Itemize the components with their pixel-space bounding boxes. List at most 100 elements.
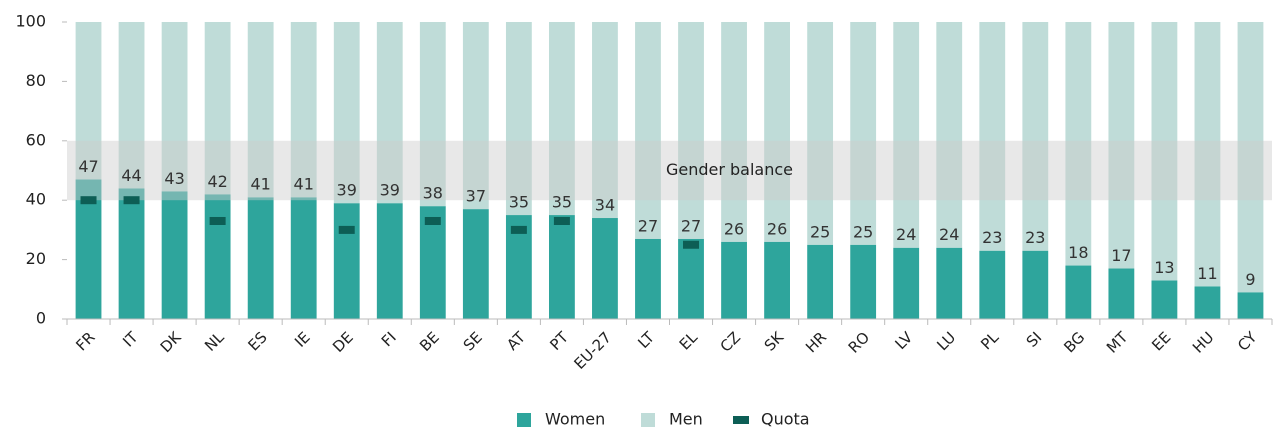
x-tick-label: EU-27 <box>570 328 615 373</box>
value-label: 41 <box>294 175 314 194</box>
bar-men <box>850 22 877 245</box>
x-tick-label: DK <box>157 327 186 356</box>
bar-women <box>635 238 661 319</box>
x-tick-label: CZ <box>717 328 744 355</box>
value-label: 44 <box>121 166 141 185</box>
bar-women <box>333 203 360 319</box>
value-label: 42 <box>207 172 227 191</box>
bar-men <box>505 22 532 216</box>
x-tick-label: ES <box>245 328 271 354</box>
bar-women <box>247 197 274 319</box>
bar-men <box>1065 22 1092 266</box>
bar-women <box>376 203 403 319</box>
value-label: 25 <box>810 222 830 241</box>
value-label: 24 <box>939 225 959 244</box>
bar-men <box>549 22 575 216</box>
legend-swatch <box>517 413 531 427</box>
y-tick-label: 60 <box>26 130 46 149</box>
bar-men <box>635 22 661 239</box>
value-label: 25 <box>853 222 873 241</box>
quota-mark <box>424 216 441 225</box>
balance-band <box>67 140 1272 201</box>
bar-men <box>75 22 102 180</box>
x-tick-label: LU <box>933 328 959 354</box>
x-tick-label: EL <box>676 328 702 354</box>
x-tick-label: FI <box>378 328 400 350</box>
bar-men <box>1108 22 1135 269</box>
legend-label: Men <box>669 410 703 429</box>
value-label: 26 <box>767 219 787 238</box>
bar-men <box>807 22 834 245</box>
bar-men <box>764 22 790 242</box>
x-tick-label: LT <box>634 328 658 352</box>
value-label: 38 <box>423 184 443 203</box>
x-tick-label: PL <box>977 328 1002 353</box>
y-tick-label: 20 <box>26 249 46 268</box>
value-label: 11 <box>1197 264 1217 283</box>
bar-men <box>1194 22 1221 287</box>
band-label: Gender balance <box>666 160 793 179</box>
bar-men <box>290 22 317 198</box>
value-label: 17 <box>1111 246 1131 265</box>
value-label: 47 <box>78 157 98 176</box>
bar-women <box>1151 280 1178 319</box>
bar-women <box>979 250 1006 319</box>
value-label: 23 <box>982 228 1002 247</box>
bar-men <box>204 22 231 195</box>
legend-swatch <box>733 416 749 424</box>
value-label: 23 <box>1025 228 1045 247</box>
x-tick-label: SE <box>460 328 486 354</box>
bar-men <box>678 22 704 239</box>
quota-mark <box>123 196 140 205</box>
bar-women <box>936 247 963 319</box>
bar-women <box>764 241 790 319</box>
quota-mark <box>80 196 97 205</box>
bar-women <box>1108 268 1135 319</box>
bar-women <box>850 244 877 319</box>
bar-women <box>592 218 618 319</box>
bar-women <box>549 215 575 319</box>
x-tick-label: AT <box>503 328 529 354</box>
x-tick-label: PT <box>546 328 572 354</box>
y-tick-label: 100 <box>15 12 46 31</box>
quota-mark <box>338 225 355 234</box>
bar-women <box>161 191 188 319</box>
x-tick-label: LV <box>891 328 916 353</box>
bar-men <box>376 22 403 204</box>
bar-women <box>1065 265 1092 319</box>
bar-men <box>893 22 920 248</box>
bar-men <box>462 22 489 210</box>
quota-mark <box>553 216 570 225</box>
value-label: 39 <box>380 181 400 200</box>
bar-men <box>247 22 274 198</box>
value-label: 24 <box>896 225 916 244</box>
bar-women <box>462 209 489 319</box>
value-label: 43 <box>164 169 184 188</box>
bar-men <box>118 22 145 189</box>
value-label: 9 <box>1245 270 1255 289</box>
x-tick-label: SK <box>761 327 788 354</box>
x-tick-label: BG <box>1060 328 1088 356</box>
value-label: 37 <box>466 187 486 206</box>
bar-women <box>807 244 834 319</box>
x-tick-label: IE <box>291 328 314 351</box>
bar-men <box>721 22 747 242</box>
legend-label: Women <box>545 410 605 429</box>
quota-mark <box>683 240 700 249</box>
x-tick-label: NL <box>201 328 228 355</box>
quota-mark <box>510 225 527 234</box>
value-label: 35 <box>509 193 529 212</box>
x-tick-label: MT <box>1103 328 1132 357</box>
legend-swatch <box>641 413 655 427</box>
bar-men <box>592 22 618 219</box>
value-label: 35 <box>552 193 572 212</box>
bar-men <box>333 22 360 204</box>
bar-women <box>678 238 704 319</box>
bar-women <box>721 241 747 319</box>
bar-women <box>290 197 317 319</box>
bar-men <box>936 22 963 248</box>
value-label: 39 <box>337 181 357 200</box>
value-label: 27 <box>681 216 701 235</box>
x-tick-label: FR <box>72 328 98 354</box>
x-tick-label: BE <box>416 328 443 355</box>
